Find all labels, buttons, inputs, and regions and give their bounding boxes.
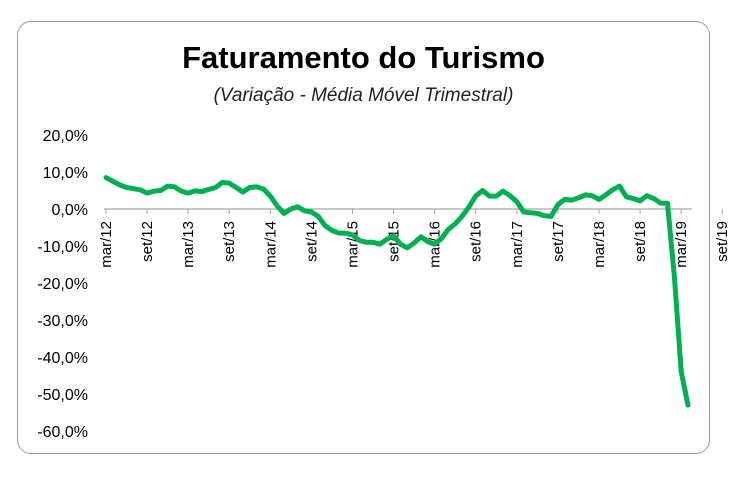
x-tick-label: mar/17 [509, 221, 526, 268]
y-tick-label: -60,0% [37, 424, 88, 441]
chart-subtitle: (Variação - Média Móvel Trimestral) [213, 85, 514, 106]
y-tick-label: -10,0% [37, 239, 88, 256]
y-tick-label: -50,0% [37, 387, 88, 404]
y-tick-label: 20,0% [43, 128, 88, 145]
x-tick-label: set/13 [221, 221, 238, 262]
x-axis: mar/12 set/12 mar/13 set/13 mar/14 set/14 mar/… [98, 209, 731, 268]
x-tick-label: mar/14 [262, 221, 279, 268]
x-tick-label: mar/18 [591, 221, 608, 268]
chart-frame [17, 21, 710, 454]
x-tick-label: set/17 [550, 221, 567, 262]
x-tick-label: mar/15 [344, 221, 361, 268]
series-line [103, 175, 691, 408]
y-tick-label: -30,0% [37, 313, 88, 330]
chart-title: Faturamento do Turismo [182, 40, 545, 75]
x-tick-label: set/16 [468, 221, 485, 262]
x-tick-label: mar/12 [98, 221, 115, 268]
x-tick-label: set/19 [714, 221, 731, 262]
y-tick-label: -20,0% [37, 276, 88, 293]
x-tick-label: set/12 [139, 221, 156, 262]
y-axis: 20,0% 10,0% 0,0% -10,0% -20,0% -30,0% -40,0% -5… [37, 128, 88, 441]
x-tick-label: set/14 [303, 221, 320, 262]
x-tick-label: mar/13 [180, 221, 197, 268]
y-tick-label: -40,0% [37, 350, 88, 367]
y-tick-label: 0,0% [52, 202, 88, 219]
y-tick-label: 10,0% [43, 165, 88, 182]
x-tick-label: mar/19 [673, 221, 690, 268]
x-tick-label: set/15 [386, 221, 403, 262]
series-layer [103, 175, 691, 408]
x-tick-label: set/18 [632, 221, 649, 262]
